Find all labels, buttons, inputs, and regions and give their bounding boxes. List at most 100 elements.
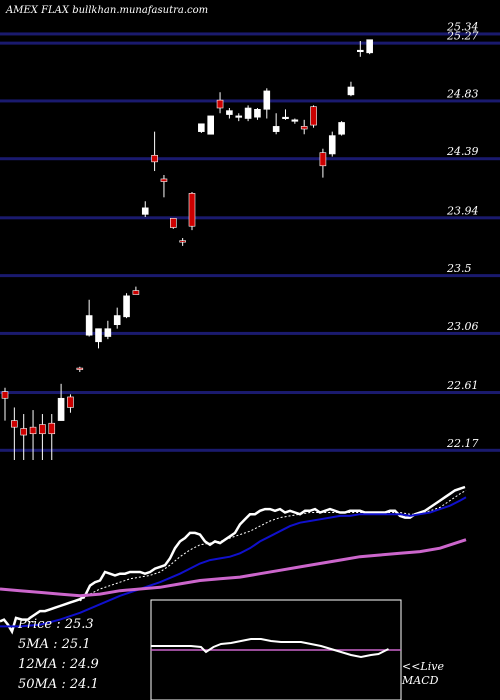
candle <box>319 148 327 178</box>
candle-body <box>132 290 140 295</box>
macd-legend: <<Live MACD <box>402 660 444 688</box>
candle-body <box>272 126 280 132</box>
candle <box>113 307 121 329</box>
candle-body <box>57 397 65 421</box>
candle <box>347 81 355 97</box>
candle-body <box>254 109 261 118</box>
candle <box>338 121 345 136</box>
candle-body <box>356 49 364 53</box>
candle <box>160 174 168 198</box>
candle-body <box>338 122 345 135</box>
price-tick-label: 22.61 <box>446 379 479 392</box>
candle <box>254 108 261 120</box>
candle-body <box>141 207 149 215</box>
gridline <box>0 32 500 36</box>
chart-header: AMEX FLAX bullkhan.munafasutra.com <box>6 5 208 16</box>
candle-body <box>291 119 299 122</box>
candle-body <box>282 116 289 119</box>
gridline <box>0 391 500 395</box>
candle-body <box>11 420 18 428</box>
candle-body <box>48 422 56 435</box>
candle <box>151 131 158 172</box>
gridline <box>0 274 500 278</box>
candle <box>226 108 233 119</box>
gridline <box>0 41 500 45</box>
candle <box>356 41 364 57</box>
candle-body <box>29 426 37 435</box>
ma_mid-line <box>0 496 467 628</box>
gridline <box>0 99 500 103</box>
candle-body <box>207 115 214 135</box>
candle <box>366 39 373 55</box>
candle-body <box>263 90 271 110</box>
candle <box>291 118 299 124</box>
candle <box>216 92 224 114</box>
price-tick-label: 24.39 <box>446 145 479 158</box>
candle <box>67 394 74 413</box>
candle-body <box>366 39 373 54</box>
price-tick-label: 22.17 <box>446 437 479 450</box>
candle-body <box>95 328 102 343</box>
candle-body <box>67 396 74 408</box>
price-gridlines <box>0 32 500 452</box>
candle <box>310 105 317 128</box>
candle <box>1 387 9 421</box>
candle <box>57 383 65 421</box>
symbol-label: FLAX <box>41 5 69 16</box>
candle <box>20 414 28 460</box>
candle <box>207 115 214 135</box>
candle-body <box>310 106 317 126</box>
gridline <box>0 331 500 335</box>
candle <box>272 113 280 135</box>
price-line <box>0 485 466 635</box>
candle <box>39 414 46 460</box>
ma_long-line <box>0 538 467 598</box>
macd-live-label: <<Live <box>402 660 444 673</box>
exchange-label: AMEX <box>6 5 38 16</box>
candlestick-series <box>1 39 373 460</box>
candle <box>11 407 18 460</box>
candle <box>263 88 271 119</box>
price-readout: Price : 25.3 <box>18 617 94 632</box>
candle-body <box>85 315 93 336</box>
candle <box>300 119 308 135</box>
price-tick-label: 25.34 <box>446 20 479 33</box>
candle <box>123 293 130 319</box>
candle-body <box>123 295 130 318</box>
candle-body <box>179 240 186 243</box>
candle <box>235 113 243 122</box>
price-tick-label: 25.27 <box>446 30 479 43</box>
candle-body <box>244 107 252 119</box>
candle-body <box>347 86 355 96</box>
candle-body <box>1 391 9 399</box>
candle <box>85 299 93 337</box>
candle <box>188 192 196 231</box>
candle-body <box>170 218 177 228</box>
candle <box>282 109 289 120</box>
ma5-readout: 5MA : 25.1 <box>18 637 91 652</box>
candle <box>198 123 205 133</box>
candle <box>104 320 112 340</box>
candle <box>328 131 336 157</box>
candle <box>141 201 149 218</box>
candle-body <box>20 428 28 436</box>
candle-body <box>113 315 121 326</box>
stats-panel: Price : 25.3 5MA : 25.1 12MA : 24.9 50MA… <box>18 615 99 695</box>
gridline <box>0 216 500 220</box>
price-tick-label: 23.5 <box>446 262 472 275</box>
candle-body <box>151 154 158 163</box>
price-tick-label: 23.06 <box>446 320 479 333</box>
candle <box>244 105 252 122</box>
candle-body <box>104 328 112 337</box>
candle-body <box>39 424 46 435</box>
macd-line <box>151 638 389 659</box>
gridline <box>0 157 500 161</box>
candle <box>76 366 84 372</box>
ma50-readout: 50MA : 24.1 <box>18 677 99 692</box>
candle <box>179 238 186 246</box>
macd-label: MACD <box>402 674 439 687</box>
ma_short-line <box>79 489 467 602</box>
candle <box>48 414 56 460</box>
ma12-readout: 12MA : 24.9 <box>18 657 99 672</box>
